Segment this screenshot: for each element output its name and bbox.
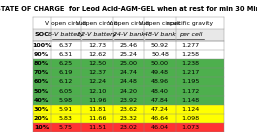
Text: 12.73: 12.73 [88,43,106,48]
Text: 46.64: 46.64 [151,116,169,121]
Text: 6.05: 6.05 [59,89,73,93]
Text: 23.92: 23.92 [120,98,138,103]
FancyBboxPatch shape [33,123,224,132]
Text: 11.96: 11.96 [88,98,106,103]
Text: 30%: 30% [34,107,49,112]
Text: 47.24: 47.24 [151,107,169,112]
FancyBboxPatch shape [33,86,224,96]
Text: 1.258: 1.258 [181,52,199,57]
Text: 48-V bank: 48-V bank [144,32,176,37]
Text: 12.24: 12.24 [88,79,106,84]
Text: 1.172: 1.172 [181,89,199,93]
Text: 1.073: 1.073 [181,125,199,130]
Text: 6-V battery: 6-V battery [48,32,84,37]
Text: V open circuit: V open circuit [139,21,181,26]
Text: 1.148: 1.148 [181,98,199,103]
Text: 80%: 80% [34,61,49,66]
Text: 48.40: 48.40 [151,89,169,93]
Text: 48.96: 48.96 [151,79,169,84]
Text: 24.74: 24.74 [120,70,138,75]
Text: 11.66: 11.66 [88,116,106,121]
Text: 1.098: 1.098 [181,116,199,121]
Text: 10%: 10% [34,125,49,130]
FancyBboxPatch shape [33,68,224,77]
Text: 5.83: 5.83 [59,116,73,121]
Text: 25.46: 25.46 [120,43,138,48]
Text: 12.37: 12.37 [88,70,106,75]
Text: 6.12: 6.12 [59,79,73,84]
Text: 12.10: 12.10 [88,89,106,93]
Text: STATE OF CHARGE  for Leod Acid-AGM-GEL when at rest for min 30 Min: STATE OF CHARGE for Leod Acid-AGM-GEL wh… [0,6,257,12]
Text: 40%: 40% [34,98,49,103]
Text: 5.98: 5.98 [59,98,73,103]
Text: 46.04: 46.04 [151,125,169,130]
FancyBboxPatch shape [33,105,224,114]
FancyBboxPatch shape [33,29,224,41]
FancyBboxPatch shape [33,77,224,86]
Text: 6.19: 6.19 [59,70,73,75]
Text: 47.84: 47.84 [151,98,169,103]
Text: 1.238: 1.238 [181,61,199,66]
Text: 6.25: 6.25 [59,61,73,66]
FancyBboxPatch shape [33,96,224,105]
Text: 1.124: 1.124 [181,107,199,112]
Text: V open circuit: V open circuit [108,21,150,26]
Text: 24.48: 24.48 [120,79,138,84]
Text: 25.00: 25.00 [120,61,138,66]
Text: 50.00: 50.00 [151,61,169,66]
Text: 1.277: 1.277 [181,43,199,48]
Text: 12.62: 12.62 [88,52,106,57]
Text: 23.32: 23.32 [120,116,138,121]
Text: 24.20: 24.20 [120,89,138,93]
Text: 1.217: 1.217 [181,70,199,75]
Text: 11.81: 11.81 [88,107,106,112]
Text: 12.50: 12.50 [88,61,106,66]
Text: V open circuit: V open circuit [45,21,87,26]
Text: 49.48: 49.48 [151,70,169,75]
Text: 5.91: 5.91 [59,107,73,112]
Text: 6.31: 6.31 [59,52,73,57]
Text: 90%: 90% [34,52,49,57]
Text: SOC: SOC [34,32,49,37]
Text: 60%: 60% [34,79,49,84]
FancyBboxPatch shape [33,50,224,59]
FancyBboxPatch shape [33,114,224,123]
FancyBboxPatch shape [33,59,224,68]
Text: 23.62: 23.62 [120,107,138,112]
Text: 100%: 100% [32,43,51,48]
Text: 50%: 50% [34,89,49,93]
Text: 50.92: 50.92 [151,43,169,48]
Text: 70%: 70% [34,70,49,75]
Text: 24-V bank: 24-V bank [113,32,145,37]
Text: 25.24: 25.24 [120,52,138,57]
Text: 1.195: 1.195 [181,79,200,84]
Text: 5.75: 5.75 [59,125,73,130]
Text: 50.48: 50.48 [151,52,169,57]
Text: specific gravity: specific gravity [167,21,213,26]
FancyBboxPatch shape [33,41,224,50]
Text: 12-V battery: 12-V battery [77,32,117,37]
Text: 20%: 20% [34,116,49,121]
Text: 23.02: 23.02 [120,125,138,130]
Text: per cell: per cell [179,32,202,37]
Text: 11.51: 11.51 [88,125,106,130]
Text: 6.37: 6.37 [59,43,73,48]
Text: V open circuit: V open circuit [76,21,118,26]
